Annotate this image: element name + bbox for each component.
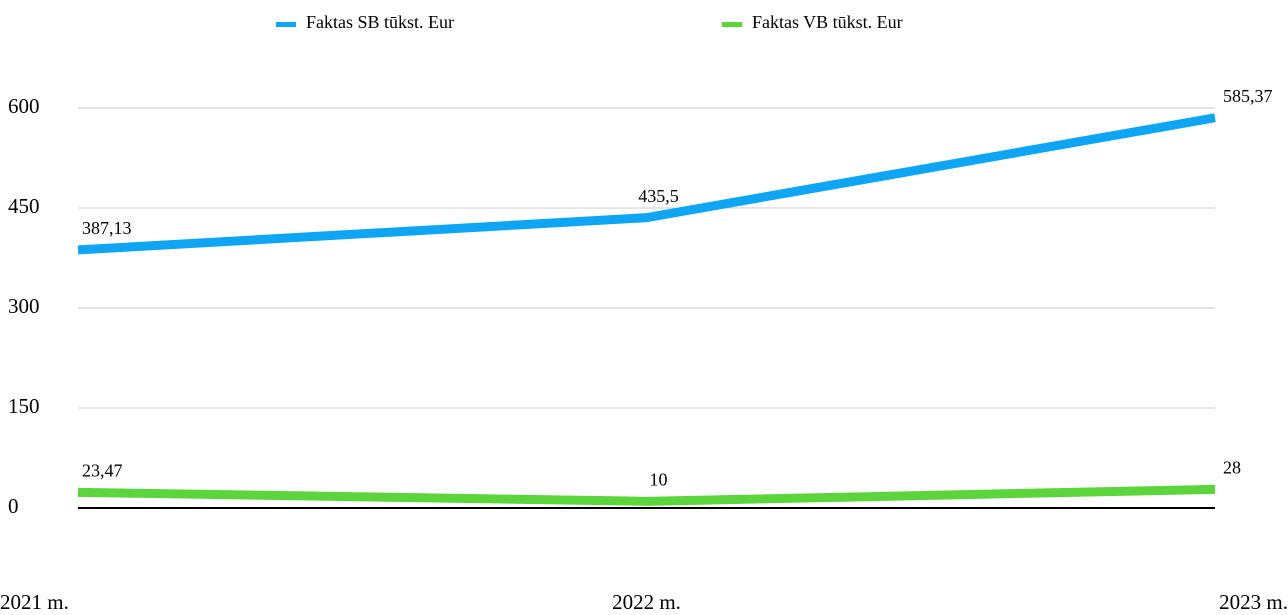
y-tick-label: 600 (8, 94, 40, 118)
line (77, 113, 1216, 255)
line (77, 484, 1216, 506)
data-label: 435,5 (638, 186, 679, 206)
x-tick-label: 2021 m. (0, 590, 69, 614)
data-label: 387,13 (82, 218, 132, 238)
y-tick-label: 150 (8, 394, 40, 418)
legend-swatch (276, 22, 296, 27)
data-label: 10 (650, 469, 668, 489)
legend-label: Faktas SB tūkst. Eur (306, 12, 454, 32)
x-tick-label: 2022 m. (612, 590, 681, 614)
y-tick-label: 0 (8, 494, 19, 518)
legend-label: Faktas VB tūkst. Eur (752, 12, 903, 32)
data-label: 28 (1223, 457, 1241, 477)
legend-swatch (722, 22, 742, 27)
data-label: 23,47 (82, 460, 123, 480)
x-tick-label: 2023 m. (1219, 590, 1288, 614)
y-tick-label: 450 (8, 194, 40, 218)
data-label: 585,37 (1223, 86, 1273, 106)
y-tick-label: 300 (8, 294, 40, 318)
